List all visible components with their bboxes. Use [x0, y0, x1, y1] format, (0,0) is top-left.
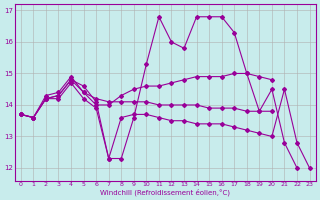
X-axis label: Windchill (Refroidissement éolien,°C): Windchill (Refroidissement éolien,°C) — [100, 188, 230, 196]
